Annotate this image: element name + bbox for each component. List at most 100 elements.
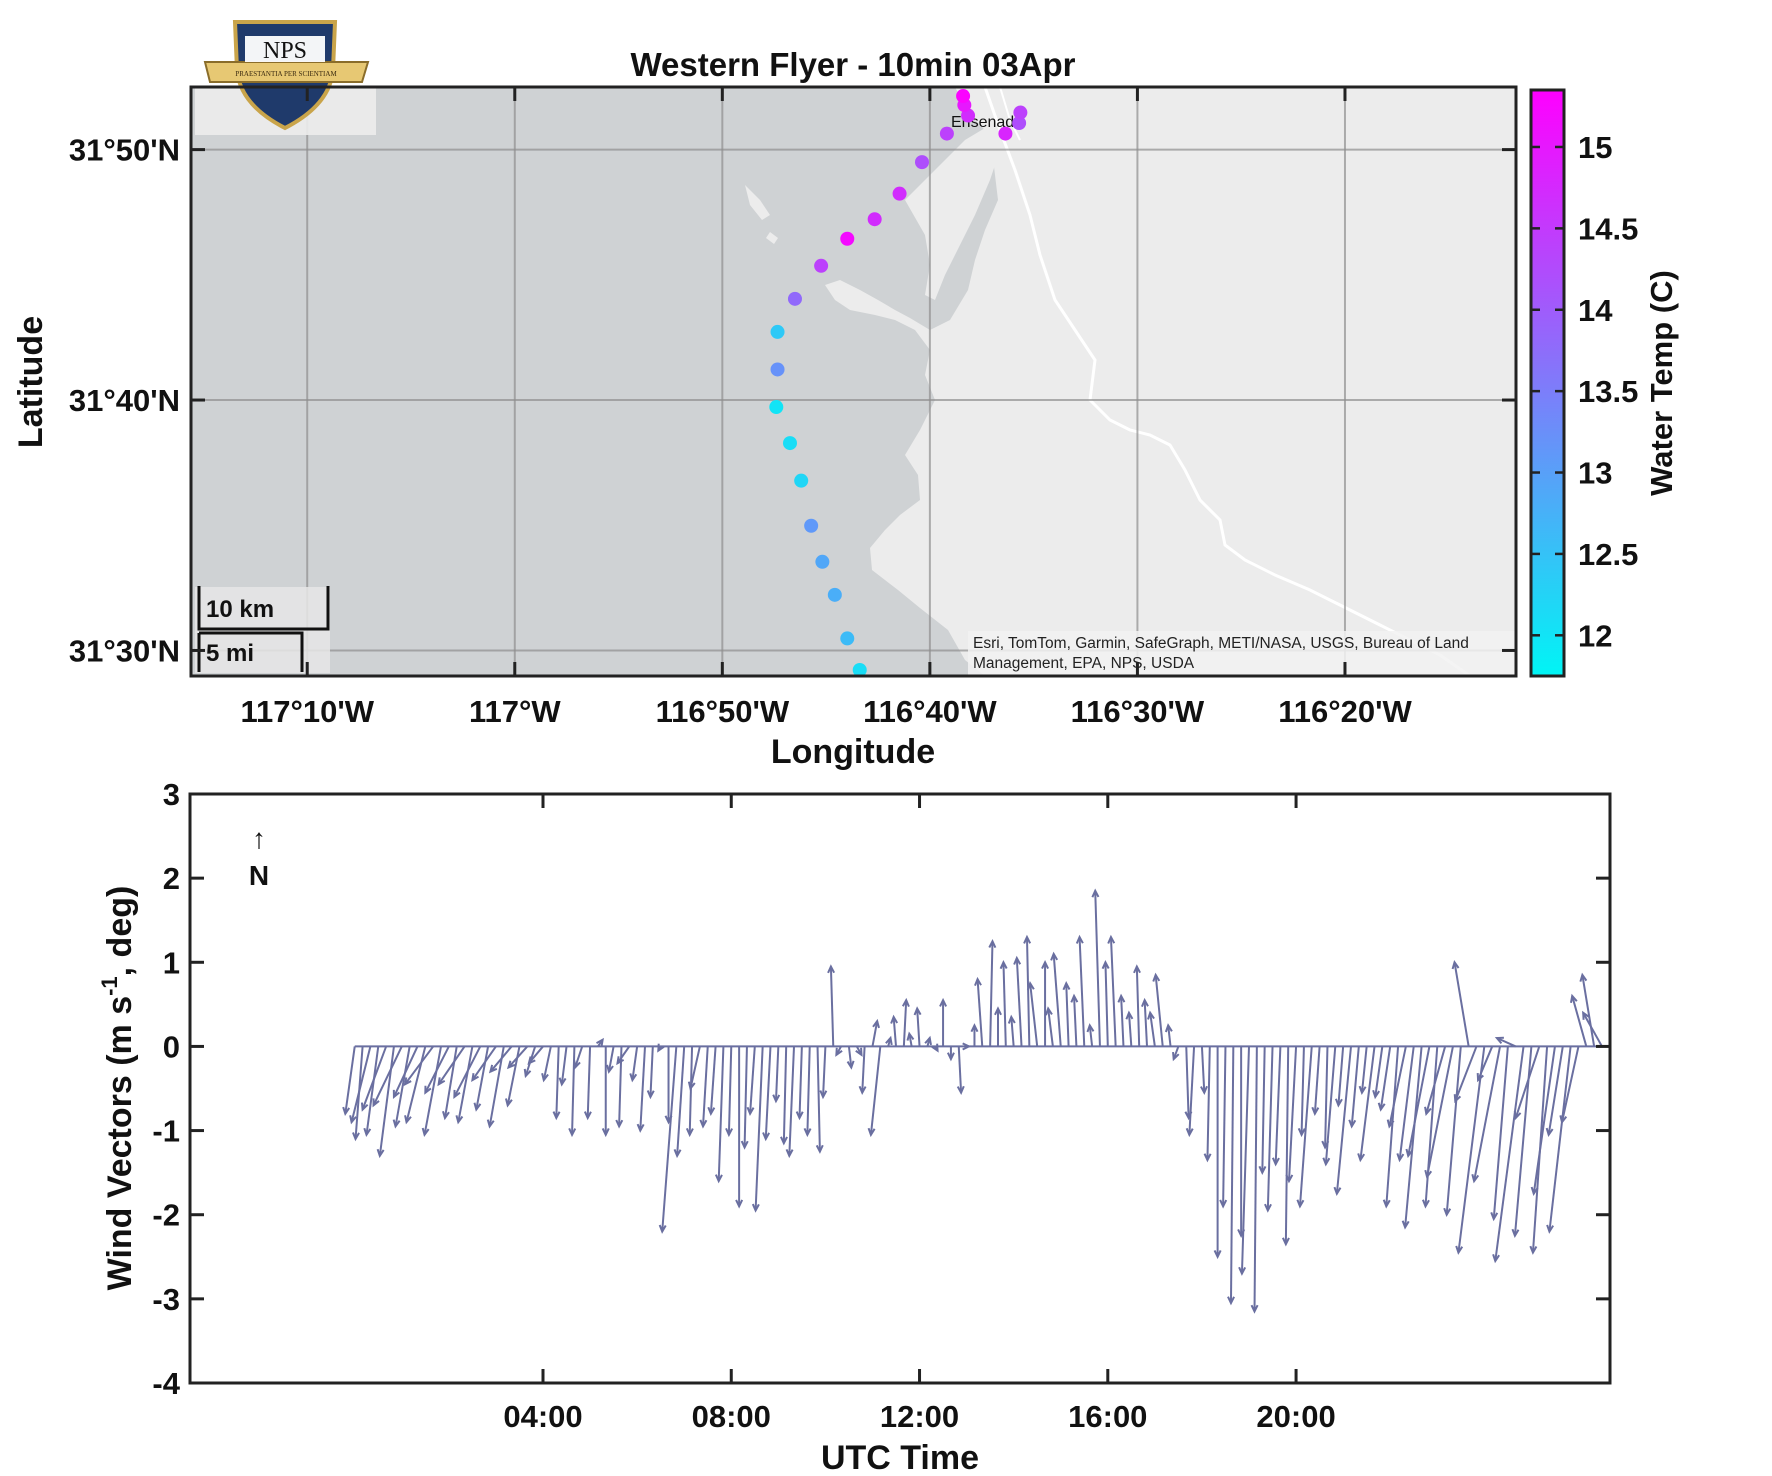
wind-vector [1335, 1046, 1352, 1194]
wind-ticks: 3 2 1 0 -1 -2 -3 -4 04:00 08:00 12:00 16:00 20:00 [152, 777, 1610, 1434]
wind-vector-head [1238, 1266, 1247, 1276]
wind-vector [702, 1046, 709, 1127]
wind-vector-head [988, 938, 997, 949]
wind-vector [616, 1045, 631, 1064]
wind-vector-head [1007, 1014, 1016, 1024]
map-xtick-label: 116°20'W [1278, 694, 1412, 729]
wind-vector [871, 1021, 879, 1047]
wind-vector [1078, 936, 1086, 1047]
wind-vector-head [583, 1111, 592, 1121]
wind-vector [457, 1046, 474, 1123]
wind-vector [631, 1046, 639, 1081]
wind-ytick-label: -4 [152, 1366, 180, 1401]
wind-vector [1473, 1046, 1501, 1182]
wind-vector-head [890, 1014, 899, 1024]
wind-vector [1548, 1046, 1572, 1232]
wind-vector-head [931, 1043, 939, 1053]
map-xtick-label: 116°40'W [863, 694, 997, 729]
wind-vector-head [360, 1102, 369, 1112]
wind-vector [869, 1046, 882, 1135]
track-point [852, 662, 867, 677]
wind-vector [574, 1046, 584, 1068]
wind-vector [378, 1046, 395, 1156]
wind-vector [372, 1045, 403, 1106]
wind-vector [1109, 936, 1117, 1047]
wind-frame [188, 792, 1612, 1385]
wind-vector [1052, 953, 1062, 1047]
wind-vector-head [349, 1115, 357, 1125]
wind-vector-head [1405, 1148, 1414, 1159]
wind-vector-head [1141, 997, 1149, 1007]
wind-ytick-label: 2 [163, 861, 180, 896]
wind-vector [1094, 890, 1101, 1047]
map-xtick-label: 117°W [469, 694, 561, 729]
wind-vector-head [1358, 1085, 1367, 1095]
wind-vector-head [1258, 1165, 1267, 1175]
wind-vector-head [913, 1006, 922, 1016]
wind-vector-head [1075, 934, 1084, 944]
wind-vector [1532, 1046, 1556, 1194]
wind-vector-head [1559, 1115, 1568, 1125]
wind-vector-head [1333, 1186, 1342, 1196]
track-points [769, 89, 1028, 677]
wind-vector-head [1322, 1157, 1331, 1167]
wind-vector [1025, 937, 1031, 1047]
wind-vector [1337, 1046, 1345, 1106]
wind-vector-head [471, 1073, 479, 1082]
map-xlabel: Longitude [771, 733, 935, 771]
wind-vector [1188, 1046, 1196, 1135]
wind-vector [847, 1046, 853, 1068]
wind-vector [1288, 1046, 1298, 1182]
wind-vector [1240, 1046, 1250, 1274]
map-xtick-label: 116°30'W [1071, 694, 1205, 729]
wind-vector-head [1185, 1127, 1194, 1138]
wind-vector [350, 1046, 372, 1123]
wind-vector-head [1579, 972, 1588, 982]
wind-vector [1284, 1046, 1290, 1245]
wind-vector-head [488, 1064, 498, 1074]
wind-vector [1298, 1046, 1313, 1207]
wind-vector [1385, 1046, 1400, 1207]
wind-vector-head [453, 1089, 461, 1099]
wind-vector-head [363, 1127, 372, 1138]
wind-vector-head [558, 1077, 567, 1087]
wind-vector [1379, 1046, 1392, 1110]
wind-vector [1324, 1046, 1337, 1165]
wind-vector-head [1545, 1127, 1554, 1138]
wind-vector-head [506, 1060, 516, 1070]
wind-vector-head [1377, 1102, 1386, 1112]
wind-vector-head [1546, 1224, 1555, 1234]
wind-vector-head [1401, 1220, 1410, 1230]
wind-vector-head [1227, 1296, 1235, 1306]
wind-vector [1104, 962, 1109, 1047]
wind-vector [1457, 1046, 1486, 1253]
wind-vector [489, 1045, 513, 1073]
wind-vector [424, 1045, 450, 1094]
wind-vector-head [1296, 1199, 1305, 1209]
wind-vector-head [924, 1035, 932, 1046]
wind-vector-head [1529, 1245, 1538, 1255]
wind-vector [649, 1046, 654, 1097]
map-panel: Western Flyer - 10min 03Apr Ensenada NPS… [12, 20, 1518, 771]
wind-vector-head [735, 1199, 744, 1209]
wind-xlabel: UTC Time [821, 1439, 979, 1476]
wind-vector [806, 1046, 811, 1135]
wind-vector [709, 1046, 717, 1114]
wind-vector-head [1386, 1119, 1395, 1129]
wind-vector-head [1334, 1098, 1343, 1108]
wind-vector [1065, 983, 1070, 1047]
colorbar-gradient [1529, 88, 1566, 678]
wind-vector-head [1297, 1127, 1306, 1138]
wind-vector-head [699, 1119, 708, 1129]
wind-vector-head [541, 1073, 549, 1083]
track-point [815, 554, 830, 569]
track-point [867, 212, 882, 227]
wind-vector-head [1513, 1110, 1522, 1121]
wind-vector [782, 1046, 788, 1144]
wind-vector-head [1443, 1207, 1452, 1217]
colorbar-tick-label: 15 [1578, 130, 1612, 165]
wind-vector [1253, 1046, 1258, 1312]
wind-vector-head [372, 1098, 380, 1108]
wind-vector-head [442, 1110, 450, 1121]
map-ytick-label: 31°50'N [69, 133, 180, 168]
